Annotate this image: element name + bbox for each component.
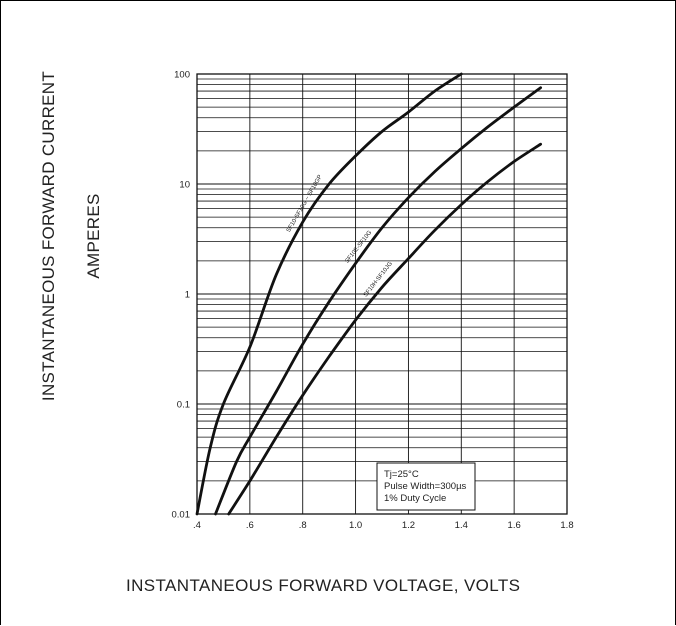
y-tick-label: 0.01: [172, 510, 191, 521]
curve-label: SF10-SF10G ~ SF10GP: [286, 174, 324, 233]
x-tick-label: 1.2: [402, 520, 415, 531]
x-tick-label: 1.8: [560, 520, 573, 531]
annotation-text: Tj=25°C: [384, 469, 419, 480]
curves: [195, 72, 542, 516]
x-tick-label: .8: [299, 520, 307, 531]
series-line: [195, 72, 463, 516]
y-tick-label: 1: [185, 290, 190, 301]
x-tick-label: 1.0: [349, 520, 362, 531]
annotation-box-border: [376, 462, 476, 511]
x-tick-label: 1.4: [455, 520, 468, 531]
x-tick-label: .6: [246, 520, 254, 531]
annotation-text: 1% Duty Cycle: [384, 493, 446, 504]
x-tick-label: 1.6: [508, 520, 521, 531]
x-axis-label: INSTANTANEOUS FORWARD VOLTAGE, VOLTS: [126, 576, 521, 595]
series-line: [214, 86, 542, 516]
y-tick-label: 10: [179, 180, 190, 191]
y-tick-label: 100: [174, 70, 190, 81]
annotation-text: Pulse Width=300µs: [384, 481, 467, 492]
y-tick-label: 0.1: [177, 400, 190, 411]
grid: [196, 73, 568, 515]
curve-labels: SF10-SF10G ~ SF10GPSF10E-SF10GSF10H-SF10…: [286, 174, 394, 298]
tick-labels: .4 .6 .8 1.0 1.2 1.4 1.6 1.8 0.01 0.1 1 10 100: [172, 70, 574, 532]
series-line: [227, 142, 542, 516]
x-tick-label: .4: [193, 520, 201, 531]
